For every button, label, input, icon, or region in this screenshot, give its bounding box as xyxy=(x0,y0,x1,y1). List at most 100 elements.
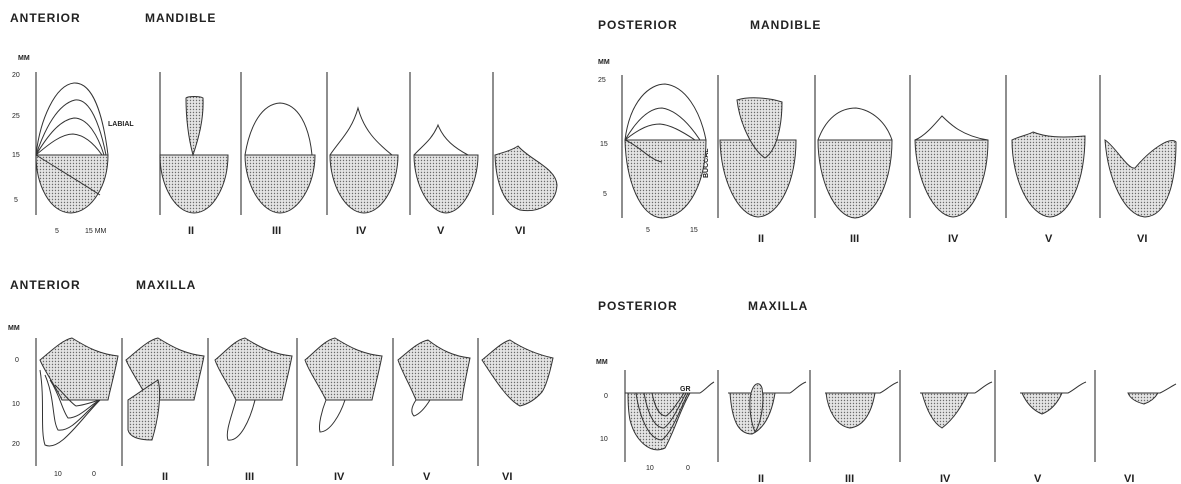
posterior-mandible-title-1: POSTERIOR xyxy=(598,18,678,32)
posterior-maxilla-xtick-2: 0 xyxy=(686,465,690,472)
anterior-maxilla-outline-2 xyxy=(44,374,101,431)
posterior-maxilla-outline-3 xyxy=(651,392,685,417)
posterior-maxilla-stage-label-ii: II xyxy=(758,473,764,484)
anterior-maxilla-title-2: MAXILLA xyxy=(136,278,196,292)
posterior-mandible-unit: MM xyxy=(598,59,610,66)
posterior-maxilla-title-1: POSTERIOR xyxy=(598,299,678,313)
anterior-mandible-outline-2 xyxy=(35,99,107,156)
anterior-maxilla-stage-v-crest xyxy=(411,399,431,417)
anterior-mandible-ytick-1: 20 xyxy=(12,72,20,79)
posterior-mandible-stage-label-iv: IV xyxy=(948,233,959,245)
posterior-maxilla-crest-line xyxy=(625,381,715,394)
panel-anterior-maxilla: ANTERIOR MAXILLA MM 0 10 20 10 0 II xyxy=(8,278,554,483)
posterior-mandible-stage-label-v: V xyxy=(1045,233,1053,245)
posterior-mandible-stage-label-iii: III xyxy=(850,233,859,245)
posterior-maxilla-stage-iv-bone xyxy=(921,392,969,429)
posterior-maxilla-xtick-1: 10 xyxy=(646,465,654,472)
anterior-maxilla-stage-label-v: V xyxy=(423,471,431,483)
posterior-maxilla-title-2: MAXILLA xyxy=(748,299,808,313)
posterior-mandible-stage-label-vi: VI xyxy=(1137,233,1147,245)
posterior-mandible-stage-ii-crest xyxy=(736,97,783,159)
anterior-maxilla-outline-1 xyxy=(39,369,101,447)
posterior-mandible-stage-i-bone xyxy=(624,139,707,219)
anterior-mandible-title-1: ANTERIOR xyxy=(10,11,81,25)
anterior-maxilla-stage-label-vi: VI xyxy=(502,471,512,483)
anterior-mandible-stage-v-bone xyxy=(413,154,479,214)
posterior-maxilla-stage-iv-crest-line xyxy=(920,381,993,394)
posterior-mandible-side-label: BUCCAL xyxy=(703,148,710,178)
posterior-mandible-outline-2 xyxy=(624,107,701,141)
posterior-mandible-ytick-1: 25 xyxy=(598,77,606,84)
anterior-mandible-outline-1 xyxy=(35,82,109,156)
anterior-maxilla-outline-3 xyxy=(49,379,101,419)
anterior-mandible-stage-iv-bone xyxy=(329,154,399,214)
anterior-mandible-stage-label-ii: II xyxy=(188,225,194,237)
posterior-maxilla-stage-iii-bone xyxy=(825,392,876,429)
posterior-mandible-stage-ii-bone xyxy=(719,139,797,218)
anterior-mandible-side-label: LABIAL xyxy=(108,121,134,128)
anterior-maxilla-stage-ii-bone xyxy=(125,337,205,401)
posterior-mandible-stage-iii-bone xyxy=(817,139,893,219)
anterior-maxilla-stage-vi-bone xyxy=(481,339,554,407)
anterior-mandible-ytick-4: 5 xyxy=(14,197,18,204)
anterior-maxilla-ytick-3: 20 xyxy=(12,441,20,448)
posterior-mandible-stage-label-ii: II xyxy=(758,233,764,245)
anterior-mandible-ytick-2: 25 xyxy=(12,113,20,120)
anterior-maxilla-unit: MM xyxy=(8,325,20,332)
anterior-maxilla-stage-label-ii: II xyxy=(162,471,168,483)
posterior-maxilla-stage-ii-crest-line xyxy=(728,381,807,394)
anterior-mandible-ytick-3: 15 xyxy=(12,152,20,159)
posterior-mandible-stage-iv-crest xyxy=(914,115,989,141)
anterior-mandible-outline-4 xyxy=(35,133,103,156)
posterior-maxilla-stage-v-crest-line xyxy=(1020,381,1087,394)
panel-posterior-maxilla: POSTERIOR MAXILLA MM 0 10 10 0 GR xyxy=(596,299,1177,484)
anterior-maxilla-stage-iii-crest xyxy=(226,399,256,441)
anterior-mandible-stage-i-bone xyxy=(35,154,109,214)
anterior-mandible-title-2: MANDIBLE xyxy=(145,11,216,25)
panel-anterior-mandible: ANTERIOR MANDIBLE MM 20 25 15 5 5 15 MM … xyxy=(10,11,558,237)
posterior-mandible-stage-iv-bone xyxy=(914,139,989,218)
anterior-mandible-xtick-1: 5 xyxy=(55,228,59,235)
anterior-mandible-stage-label-vi: VI xyxy=(515,225,525,237)
anterior-maxilla-xtick-2: 0 xyxy=(92,471,96,478)
posterior-mandible-xtick-1: 5 xyxy=(646,227,650,234)
posterior-maxilla-side-label: GR xyxy=(680,386,691,393)
anterior-maxilla-stage-label-iv: IV xyxy=(334,471,345,483)
anterior-maxilla-stage-v-bone xyxy=(397,339,471,401)
panel-posterior-mandible: POSTERIOR MANDIBLE MM 25 15 5 5 15 BUCCA… xyxy=(598,18,1177,245)
anterior-mandible-stage-ii-crest xyxy=(185,96,204,157)
posterior-maxilla-stage-ii-crest xyxy=(749,383,764,434)
posterior-maxilla-outline-1 xyxy=(635,392,689,441)
anterior-maxilla-stage-iv-crest xyxy=(319,399,346,433)
posterior-maxilla-stage-iii-crest-line xyxy=(825,381,899,394)
anterior-mandible-stage-iii-bone xyxy=(244,154,316,214)
posterior-maxilla-stage-label-v: V xyxy=(1034,473,1042,484)
anterior-mandible-stage-label-v: V xyxy=(437,225,445,237)
posterior-maxilla-ytick-1: 0 xyxy=(604,393,608,400)
posterior-mandible-stage-v-bone xyxy=(1011,131,1086,218)
posterior-maxilla-outline-2 xyxy=(643,392,687,429)
posterior-mandible-stage-vi-bone xyxy=(1104,139,1177,218)
posterior-maxilla-unit: MM xyxy=(596,359,608,366)
anterior-maxilla-stage-label-iii: III xyxy=(245,471,254,483)
anterior-maxilla-stage-i-bone xyxy=(39,337,119,401)
anterior-maxilla-ytick-2: 10 xyxy=(12,401,20,408)
anterior-mandible-stage-iv-crest xyxy=(329,106,393,156)
posterior-maxilla-stage-vi-crest-line xyxy=(1128,383,1177,394)
posterior-mandible-title-2: MANDIBLE xyxy=(750,18,821,32)
posterior-mandible-outline-1 xyxy=(624,83,707,141)
posterior-mandible-outline-4 xyxy=(624,139,663,163)
anterior-mandible-stage-label-iv: IV xyxy=(356,225,367,237)
anterior-mandible-stage-iii-crest xyxy=(244,102,313,156)
anterior-maxilla-outline-4 xyxy=(54,384,101,407)
anterior-maxilla-stage-ii-crest xyxy=(127,379,161,441)
posterior-mandible-ytick-2: 15 xyxy=(600,141,608,148)
anterior-mandible-stage-ii-bone xyxy=(159,154,229,214)
posterior-maxilla-stage-label-iv: IV xyxy=(940,473,951,484)
posterior-maxilla-stage-label-vi: VI xyxy=(1124,473,1134,484)
posterior-mandible-stage-iii-crest xyxy=(817,107,893,141)
anterior-mandible-outline-5 xyxy=(35,154,101,196)
anterior-mandible-stage-v-crest xyxy=(413,123,469,156)
posterior-maxilla-stage-vi-bone xyxy=(1127,392,1159,405)
